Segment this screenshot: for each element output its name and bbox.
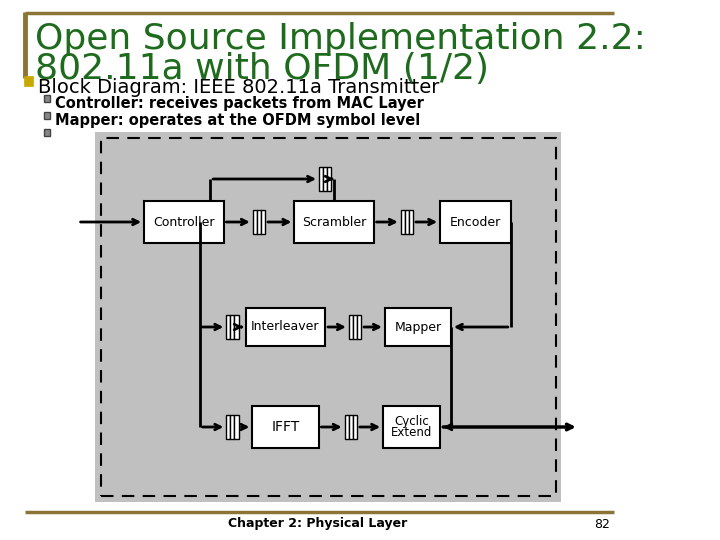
Text: Interleaver: Interleaver — [251, 321, 320, 334]
Bar — [345, 415, 348, 439]
Text: Open Source Implementation 2.2:: Open Source Implementation 2.2: — [35, 22, 647, 56]
Bar — [44, 129, 50, 136]
Text: Controller: Controller — [153, 215, 215, 228]
Text: Block Diagram: IEEE 802.11a Transmitter: Block Diagram: IEEE 802.11a Transmitter — [38, 78, 439, 97]
Bar — [24, 77, 32, 86]
Bar — [405, 210, 409, 234]
Bar — [44, 95, 50, 102]
Bar — [409, 210, 413, 234]
Bar — [230, 415, 235, 439]
Bar — [327, 167, 331, 191]
Bar — [246, 308, 325, 346]
Text: Controller: receives packets from MAC Layer: Controller: receives packets from MAC La… — [55, 96, 423, 111]
Bar — [294, 201, 374, 243]
Bar — [144, 201, 223, 243]
Bar — [353, 315, 357, 339]
Bar — [44, 112, 50, 119]
Text: Scrambler: Scrambler — [302, 215, 366, 228]
Bar — [235, 315, 238, 339]
Bar — [383, 406, 441, 448]
Bar — [348, 315, 353, 339]
Bar — [348, 415, 353, 439]
Bar — [323, 167, 327, 191]
Bar — [353, 415, 357, 439]
Text: Mapper: Mapper — [395, 321, 441, 334]
Bar — [400, 210, 405, 234]
Bar — [384, 308, 451, 346]
Bar — [101, 138, 556, 496]
Bar — [226, 315, 230, 339]
Text: 802.11a with OFDM (1/2): 802.11a with OFDM (1/2) — [35, 52, 490, 86]
Bar — [230, 315, 235, 339]
Text: Chapter 2: Physical Layer: Chapter 2: Physical Layer — [228, 517, 408, 530]
Text: Extend: Extend — [391, 427, 433, 440]
Text: IFFT: IFFT — [271, 420, 300, 434]
Bar — [440, 201, 510, 243]
Text: 82: 82 — [594, 517, 610, 530]
Text: Cyclic: Cyclic — [395, 415, 429, 429]
Bar — [357, 315, 361, 339]
Bar — [319, 167, 323, 191]
Bar — [261, 210, 265, 234]
Bar — [253, 210, 257, 234]
Bar — [96, 132, 561, 502]
Bar — [257, 210, 261, 234]
Bar — [226, 415, 230, 439]
Text: Encoder: Encoder — [450, 215, 501, 228]
Bar — [235, 415, 238, 439]
Bar — [252, 406, 318, 448]
Text: Mapper: operates at the OFDM symbol level: Mapper: operates at the OFDM symbol leve… — [55, 113, 420, 128]
